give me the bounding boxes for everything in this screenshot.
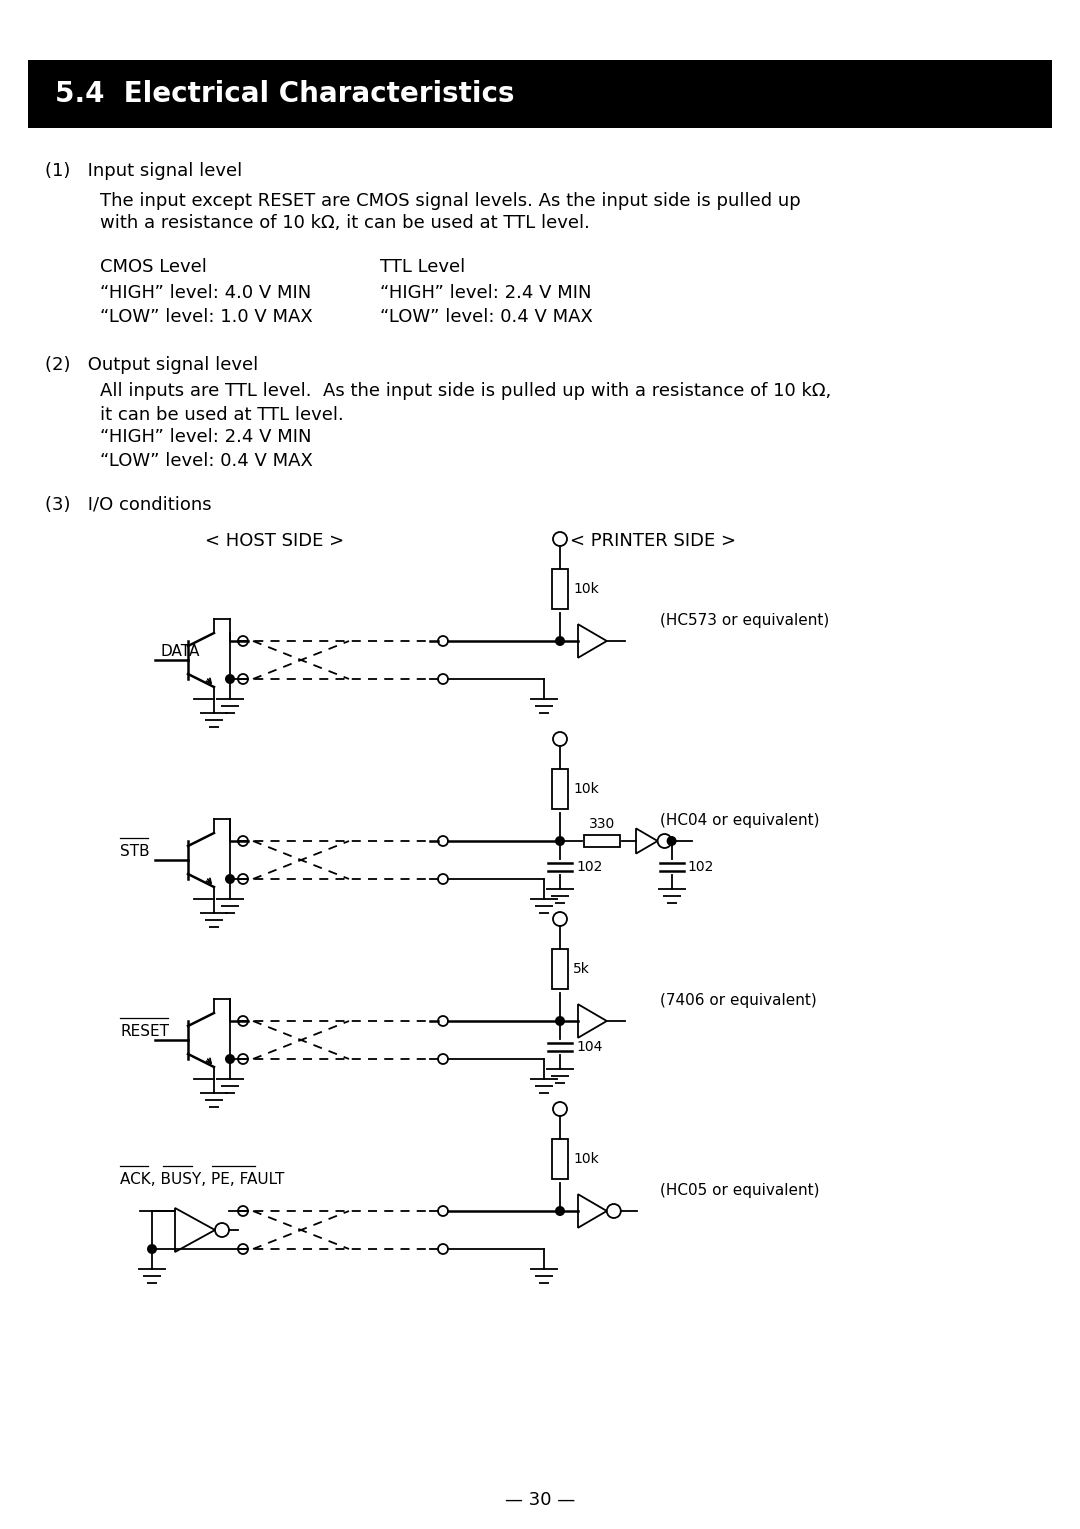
Bar	[552, 950, 568, 989]
Text: “HIGH” level: 4.0 V MIN: “HIGH” level: 4.0 V MIN	[100, 284, 311, 303]
Text: 330: 330	[589, 816, 616, 830]
Circle shape	[555, 1206, 565, 1216]
Text: “LOW” level: 0.4 V MAX: “LOW” level: 0.4 V MAX	[100, 453, 313, 469]
Text: (2)   Output signal level: (2) Output signal level	[45, 356, 258, 375]
Text: 5.4  Electrical Characteristics: 5.4 Electrical Characteristics	[55, 80, 514, 109]
Text: “HIGH” level: 2.4 V MIN: “HIGH” level: 2.4 V MIN	[100, 428, 311, 446]
Text: 10k: 10k	[573, 1151, 598, 1167]
Text: STB: STB	[120, 844, 150, 859]
Text: DATA: DATA	[160, 645, 200, 659]
Bar	[552, 769, 568, 809]
Circle shape	[225, 674, 235, 683]
Text: < HOST SIDE >: < HOST SIDE >	[205, 532, 345, 550]
Text: (HC573 or equivalent): (HC573 or equivalent)	[660, 613, 829, 628]
Bar	[28, 60, 1052, 128]
Circle shape	[555, 836, 565, 846]
Text: 10k: 10k	[573, 583, 598, 596]
Text: “LOW” level: 1.0 V MAX: “LOW” level: 1.0 V MAX	[100, 307, 313, 326]
Text: ACK, BUSY, PE, FAULT: ACK, BUSY, PE, FAULT	[120, 1173, 284, 1188]
Text: CMOS Level: CMOS Level	[100, 258, 207, 277]
Text: (3)   I/O conditions: (3) I/O conditions	[45, 495, 212, 514]
Bar	[552, 1139, 568, 1179]
Text: (1)   Input signal level: (1) Input signal level	[45, 162, 242, 180]
Text: 102: 102	[576, 859, 603, 875]
Text: — 30 —: — 30 —	[504, 1491, 576, 1509]
Text: “LOW” level: 0.4 V MAX: “LOW” level: 0.4 V MAX	[380, 307, 593, 326]
Text: 5k: 5k	[573, 962, 590, 976]
Circle shape	[147, 1245, 157, 1254]
Circle shape	[555, 1015, 565, 1026]
Circle shape	[666, 836, 676, 846]
Text: 10k: 10k	[573, 781, 598, 797]
Text: < PRINTER SIDE >: < PRINTER SIDE >	[570, 532, 735, 550]
Circle shape	[225, 1053, 235, 1064]
Circle shape	[225, 875, 235, 884]
Text: The input except RESET are CMOS signal levels. As the input side is pulled up: The input except RESET are CMOS signal l…	[100, 193, 800, 209]
Text: (HC04 or equivalent): (HC04 or equivalent)	[660, 813, 820, 829]
Text: “HIGH” level: 2.4 V MIN: “HIGH” level: 2.4 V MIN	[380, 284, 592, 303]
Text: it can be used at TTL level.: it can be used at TTL level.	[100, 407, 343, 424]
Circle shape	[555, 636, 565, 645]
Bar	[552, 569, 568, 609]
Text: TTL Level: TTL Level	[380, 258, 465, 277]
Text: RESET: RESET	[120, 1024, 168, 1040]
Text: 104: 104	[576, 1040, 603, 1053]
Text: 102: 102	[688, 859, 714, 875]
Text: All inputs are TTL level.  As the input side is pulled up with a resistance of 1: All inputs are TTL level. As the input s…	[100, 382, 832, 401]
Text: with a resistance of 10 kΩ, it can be used at TTL level.: with a resistance of 10 kΩ, it can be us…	[100, 214, 590, 232]
Bar	[584, 835, 620, 847]
Text: (7406 or equivalent): (7406 or equivalent)	[660, 992, 816, 1008]
Text: (HC05 or equivalent): (HC05 or equivalent)	[660, 1183, 820, 1199]
